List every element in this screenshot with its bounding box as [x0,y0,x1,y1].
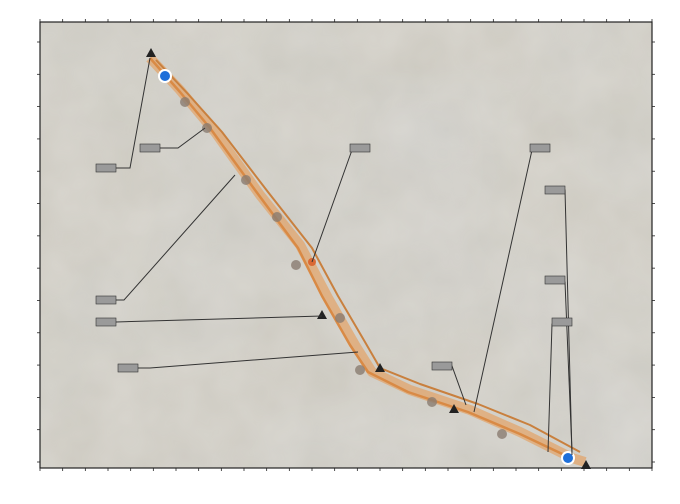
callout-c12[interactable] [575,448,595,456]
callout-c11[interactable] [551,317,573,327]
triangle-marker-icon [146,48,156,57]
callout-c3[interactable] [95,295,117,305]
waypoint-dot [291,260,301,270]
triangle-marker-icon [581,460,591,469]
waypoint-end-marker[interactable] [561,451,575,465]
waypoint-dot [427,397,437,407]
waypoint-dot [355,365,365,375]
x-axis-bottom [39,468,653,471]
terrain-texture-fine [40,22,652,468]
callout-c5[interactable] [117,363,139,373]
callout-leader-c2 [160,127,206,149]
triangle-marker-icon [317,310,327,319]
callout-leader-c3 [116,174,236,301]
map-frame-border [39,21,653,469]
callout-labels [95,143,595,456]
waypoint-dot [335,313,345,323]
callout-c10[interactable] [544,275,566,285]
callout-c6[interactable] [349,143,371,153]
callout-c8[interactable] [529,143,551,153]
callout-c4[interactable] [95,317,117,327]
waypoint-dot [241,175,251,185]
y-axis-left [37,41,40,463]
waypoint-start-marker[interactable] [158,69,172,83]
callout-leader-c4 [115,315,323,323]
triangle-marker-icon [449,404,459,413]
callout-leader-c5 [138,351,359,369]
route-track-b [155,59,581,453]
callout-c9[interactable] [544,185,566,195]
waypoint-markers [146,48,591,469]
waypoint-dot [180,97,190,107]
callout-c7[interactable] [431,361,453,371]
callout-leader-c1 [116,57,151,169]
callout-c2[interactable] [139,143,161,153]
waypoint-dot [202,123,212,133]
callout-c1[interactable] [95,163,117,173]
terrain-layer [40,22,652,468]
x-axis-top [39,19,653,22]
y-axis-right [652,41,655,463]
waypoint-dot [497,429,507,439]
triangle-marker-icon [375,363,385,372]
waypoint-dot [272,212,282,222]
route-outline [146,54,587,467]
